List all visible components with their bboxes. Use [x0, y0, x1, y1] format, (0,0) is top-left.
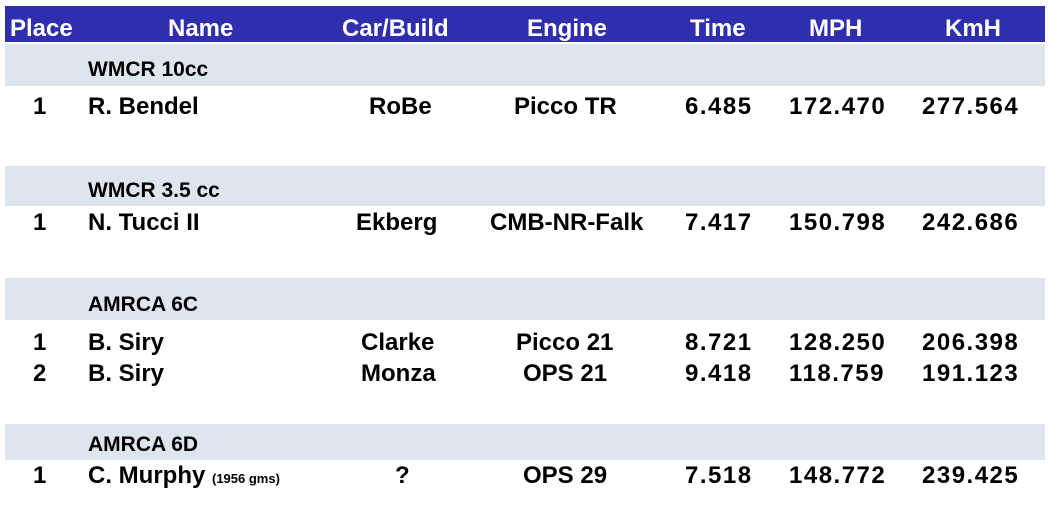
cell-place: 2 [33, 360, 47, 387]
cell-time: 8.721 [685, 329, 753, 356]
table-header: Place Name Car/Build Engine Time MPH KmH [5, 6, 1045, 42]
header-kmh: KmH [945, 15, 1002, 42]
cell-engine: OPS 29 [523, 462, 608, 489]
cell-engine: CMB-NR-Falk [490, 209, 644, 236]
cell-car: Ekberg [356, 209, 438, 236]
cell-kmh: 206.398 [922, 329, 1020, 356]
header-time: Time [690, 15, 746, 42]
cell-mph: 172.470 [789, 93, 887, 120]
category-title: WMCR 3.5 cc [88, 179, 220, 202]
header-name: Name [168, 15, 234, 42]
header-engine: Engine [527, 15, 608, 42]
category-band [5, 424, 1045, 460]
cell-kmh: 239.425 [922, 462, 1020, 489]
category-band [5, 278, 1045, 320]
cell-mph: 118.759 [789, 360, 885, 387]
category-title: AMRCA 6D [88, 433, 199, 456]
cell-kmh: 191.123 [922, 360, 1020, 387]
cell-car: Monza [361, 360, 436, 387]
cell-time: 6.485 [685, 93, 753, 120]
category-title: WMCR 10cc [88, 58, 209, 81]
category-band [5, 166, 1045, 206]
cell-mph: 148.772 [789, 462, 887, 489]
cell-engine: Picco 21 [516, 329, 614, 356]
cell-name-text: C. Murphy [88, 462, 206, 489]
cell-engine: OPS 21 [523, 360, 608, 387]
cell-car: RoBe [369, 93, 432, 120]
cell-kmh: 242.686 [922, 209, 1020, 236]
category-band [5, 44, 1045, 86]
cell-name: B. Siry [88, 360, 165, 387]
cell-place: 1 [33, 93, 47, 120]
cell-name: N. Tucci II [88, 209, 200, 236]
cell-place: 1 [33, 462, 47, 489]
cell-mph: 128.250 [789, 329, 887, 356]
cell-mph: 150.798 [789, 209, 887, 236]
header-car: Car/Build [342, 15, 449, 42]
cell-car: ? [395, 462, 410, 489]
category-title: AMRCA 6C [88, 293, 199, 316]
header-place: Place [10, 15, 73, 42]
cell-name-note: (1956 gms) [212, 471, 280, 486]
cell-name: R. Bendel [88, 93, 199, 120]
header-mph: MPH [809, 15, 863, 42]
cell-time: 9.418 [685, 360, 753, 387]
cell-name: B. Siry [88, 329, 165, 356]
cell-engine: Picco TR [514, 93, 617, 120]
cell-time: 7.417 [685, 209, 753, 236]
cell-name: C. Murphy (1956 gms) [88, 464, 280, 488]
cell-kmh: 277.564 [922, 93, 1020, 120]
cell-place: 1 [33, 329, 47, 356]
cell-place: 1 [33, 209, 47, 236]
cell-car: Clarke [361, 329, 435, 356]
cell-time: 7.518 [685, 462, 753, 489]
